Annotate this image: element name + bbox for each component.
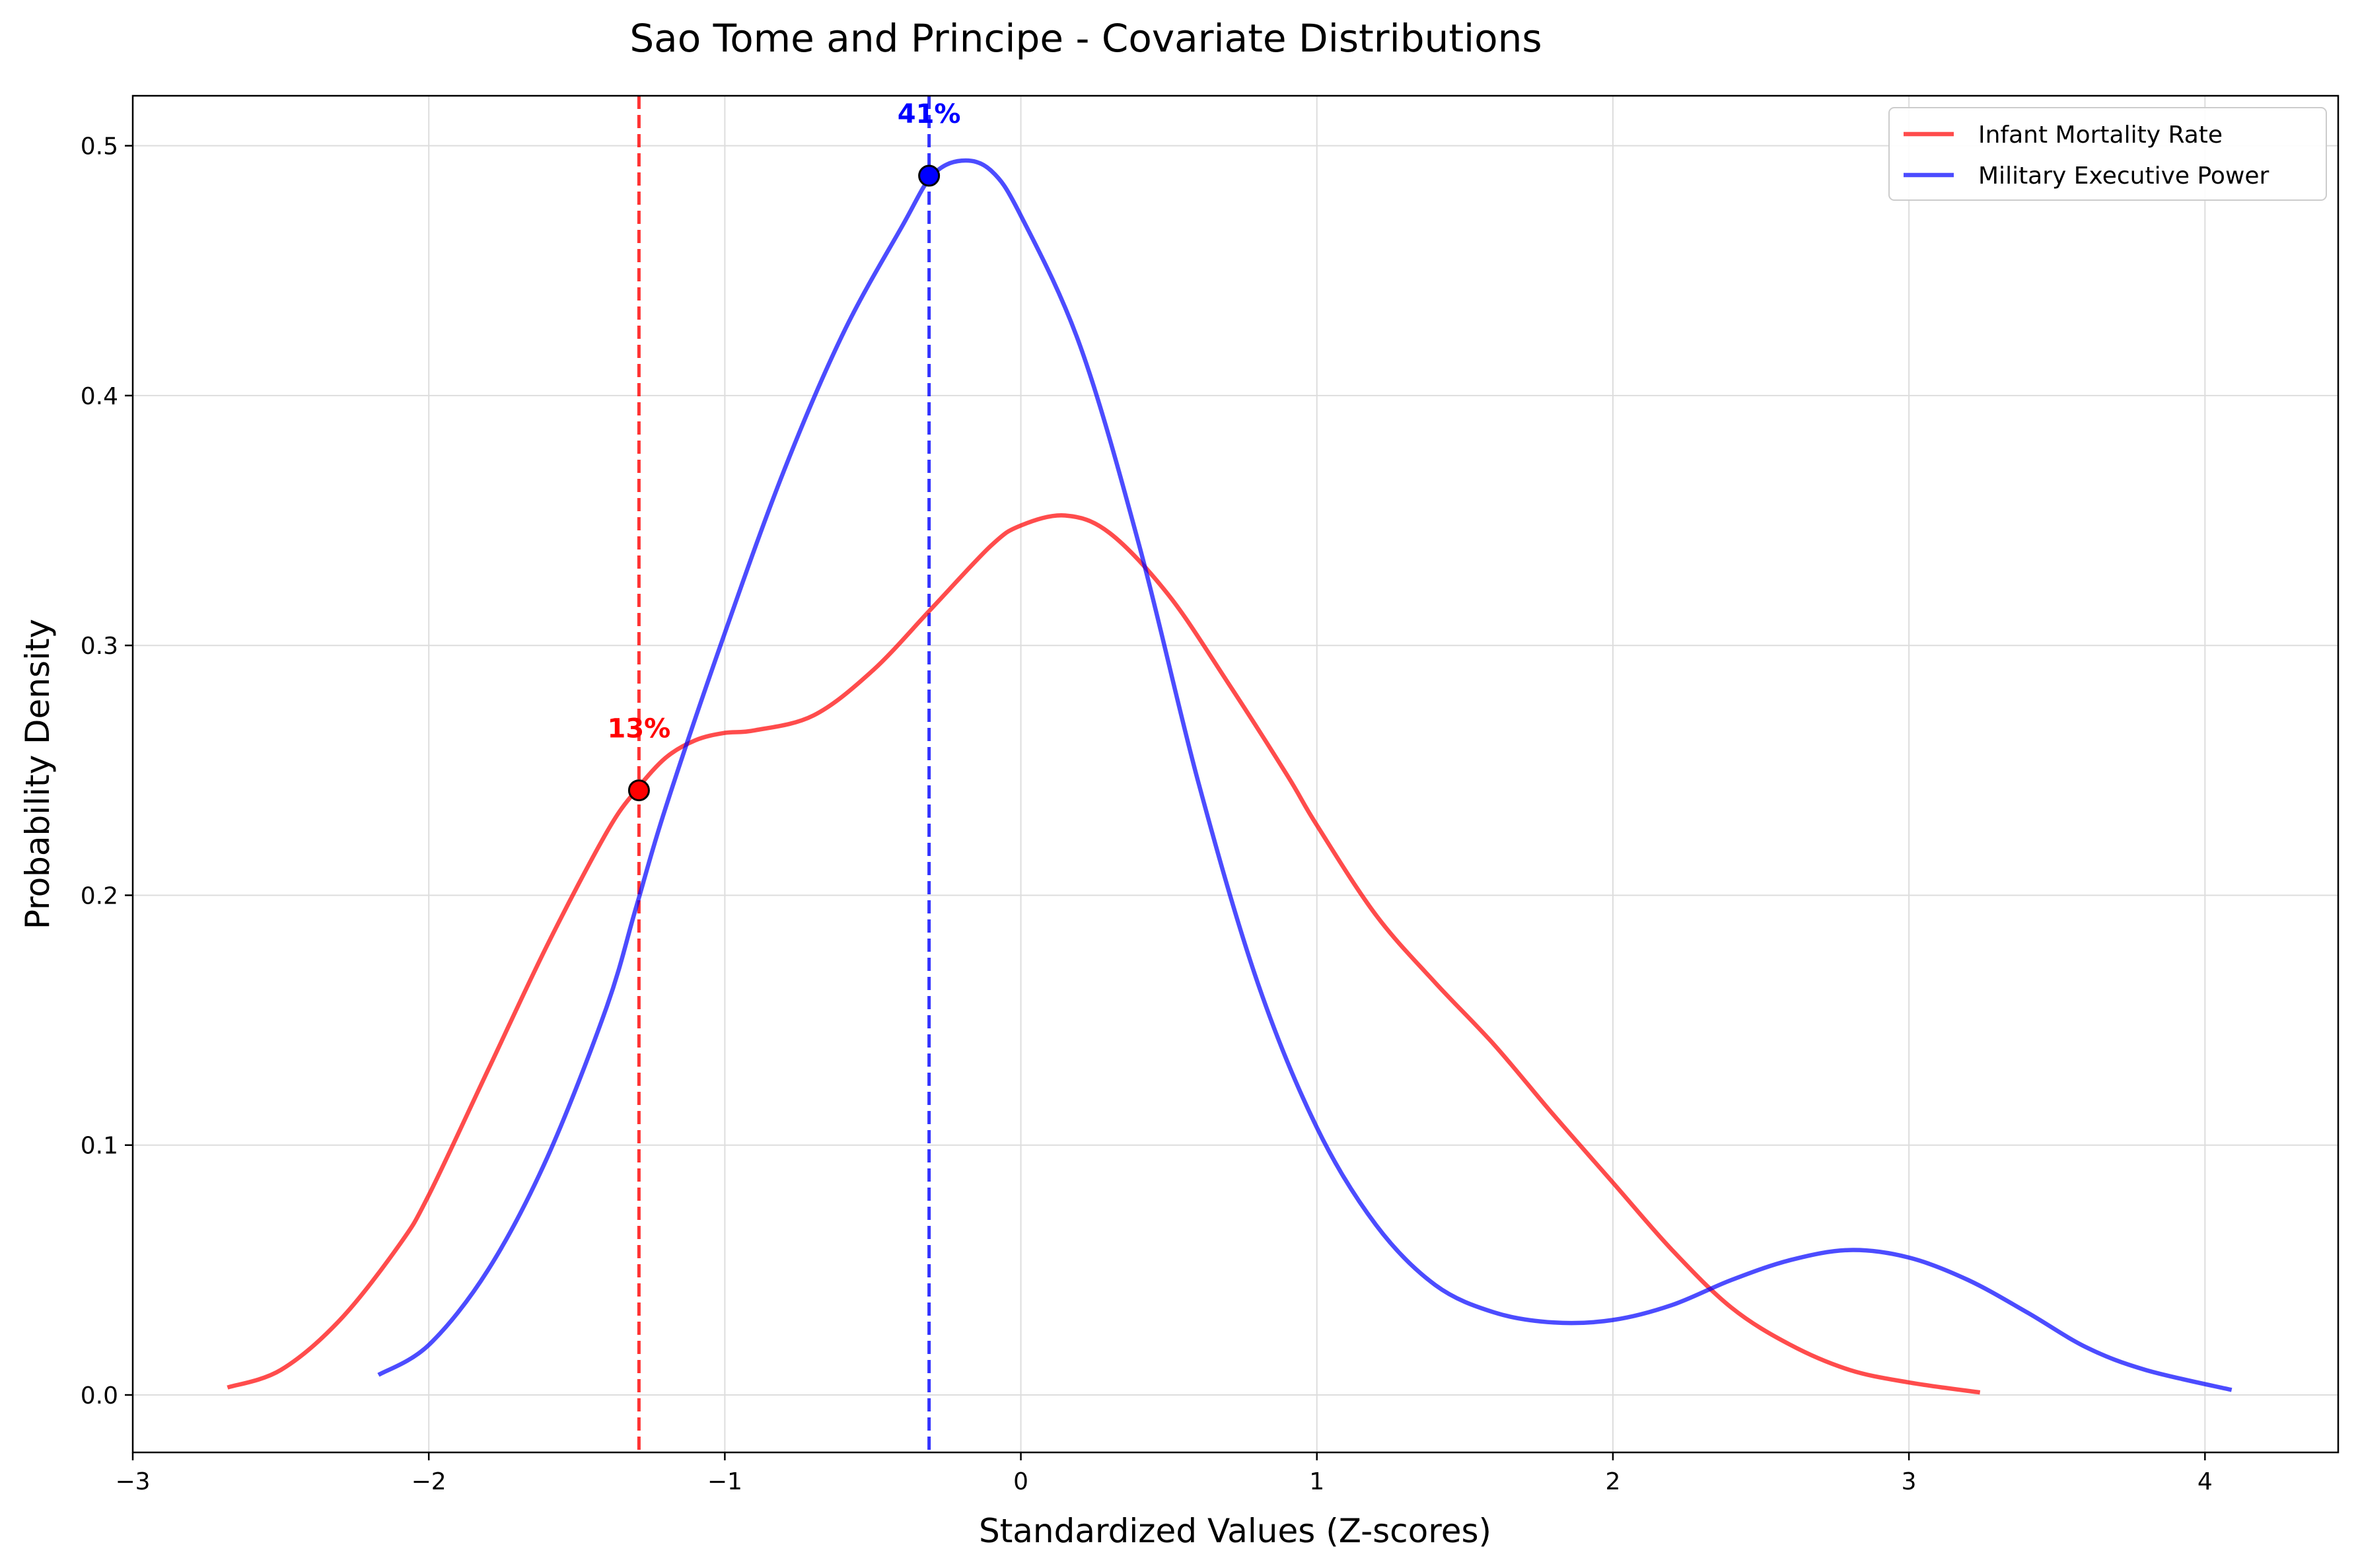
y-tick-label: 0.1: [81, 1133, 118, 1160]
x-tick-label: 1: [1309, 1468, 1324, 1495]
x-tick-label: 0: [1013, 1468, 1028, 1495]
y-tick-label: 0.5: [81, 133, 118, 160]
data-point-marker: [918, 164, 941, 187]
x-tick-label: −1: [707, 1468, 742, 1495]
legend-box: [1888, 107, 2327, 201]
x-tick-label: −2: [411, 1468, 447, 1495]
series-lines: [227, 158, 2233, 1395]
plot-frame: [131, 94, 2340, 1454]
x-tick-label: 2: [1605, 1468, 1620, 1495]
legend-label: Infant Mortality Rate: [1978, 122, 2223, 149]
y-axis-label: Probability Density: [18, 619, 57, 929]
x-tick-label: 3: [1902, 1468, 1917, 1495]
reference-lines: [637, 96, 931, 1452]
y-tick-label: 0.4: [81, 383, 118, 410]
marker-label: 41%: [898, 99, 961, 129]
chart-title: Sao Tome and Principe - Covariate Distri…: [629, 16, 1542, 61]
legend: Infant Mortality Rate Military Executive …: [1888, 107, 2327, 201]
legend-label: Military Executive Power: [1978, 162, 2269, 190]
marker-label: 13%: [608, 714, 671, 744]
markers: 13% 41%: [608, 99, 961, 802]
y-tick-label: 0.3: [81, 633, 118, 660]
data-point-marker: [627, 779, 650, 802]
x-axis-label: Standardized Values (Z-scores): [979, 1512, 1491, 1550]
y-ticks: 0.0 0.1 0.2 0.3 0.4 0.5: [81, 133, 133, 1409]
x-tick-label: −3: [115, 1468, 150, 1495]
y-tick-label: 0.2: [81, 882, 118, 909]
series-line: [377, 158, 2233, 1392]
x-tick-label: 4: [2197, 1468, 2213, 1495]
series-line: [227, 513, 1981, 1395]
grid: [133, 96, 2338, 1452]
x-ticks: −3 −2 −1 0 1 2 3 4: [115, 1452, 2213, 1495]
y-tick-label: 0.0: [81, 1382, 118, 1409]
